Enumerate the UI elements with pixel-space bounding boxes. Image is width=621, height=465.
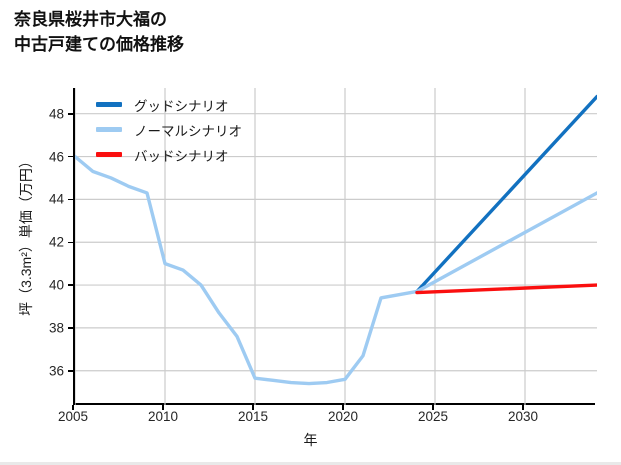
y-axis-tick-mark [68,327,73,329]
x-tick-label: 2015 [237,409,269,424]
y-tick-label: 36 [48,363,64,379]
x-axis-tick-mark [252,405,254,410]
gridlines [75,88,597,405]
x-tick-label: 2010 [147,409,179,424]
y-tick-label: 46 [48,149,64,165]
legend-swatch-normal-scenario [96,127,122,132]
page-title: 奈良県桜井市大福の 中古戸建ての価格推移 [14,10,184,54]
legend-item-good-scenario[interactable]: グッドシナリオ [96,92,311,117]
x-axis-tick-mark [522,405,524,410]
series-line [75,154,419,386]
series-line [415,283,597,295]
legend-label: ノーマルシナリオ [134,123,242,139]
y-tick-label: 38 [48,320,64,336]
y-tick-label: 42 [48,234,64,250]
x-tick-label: 2025 [417,409,449,424]
series-line [415,191,597,294]
legend-swatch-good-scenario [96,102,122,107]
legend-label: グッドシナリオ [134,98,229,114]
y-axis-tick-mark [68,284,73,286]
legend-label: バッドシナリオ [134,148,229,164]
y-axis-tick-mark [68,155,73,158]
legend: グッドシナリオ ノーマルシナリオ バッドシナリオ [96,92,311,167]
x-tick-label: 2005 [57,409,89,424]
x-axis-tick-mark [72,405,74,410]
y-tick-label: 44 [48,191,64,207]
data-series-group [75,94,597,386]
legend-item-bad-scenario[interactable]: バッドシナリオ [96,142,311,167]
plot-area [73,88,597,405]
y-axis-tick-mark [68,113,73,115]
y-axis-tick-mark [68,370,73,372]
x-axis-tick-mark [342,405,344,410]
y-tick-label: 40 [48,277,64,293]
x-tick-label: 2020 [327,409,359,424]
x-axis-title: 年 [303,432,318,448]
legend-swatch-bad-scenario [96,152,122,157]
x-tick-label: 2030 [507,409,539,424]
plot-canvas [75,88,597,405]
x-axis-tick-mark [162,405,164,410]
y-tick-label: 48 [48,106,64,122]
y-axis-tick-mark [68,241,73,244]
y-axis-tick-mark [68,198,73,201]
y-axis-title: 坪（3.3m²）単価（万円） [18,154,34,316]
x-axis-tick-mark [432,405,434,410]
series-line [415,94,597,294]
figure-bottom-edge [0,462,621,465]
legend-item-normal-scenario[interactable]: ノーマルシナリオ [96,117,311,142]
